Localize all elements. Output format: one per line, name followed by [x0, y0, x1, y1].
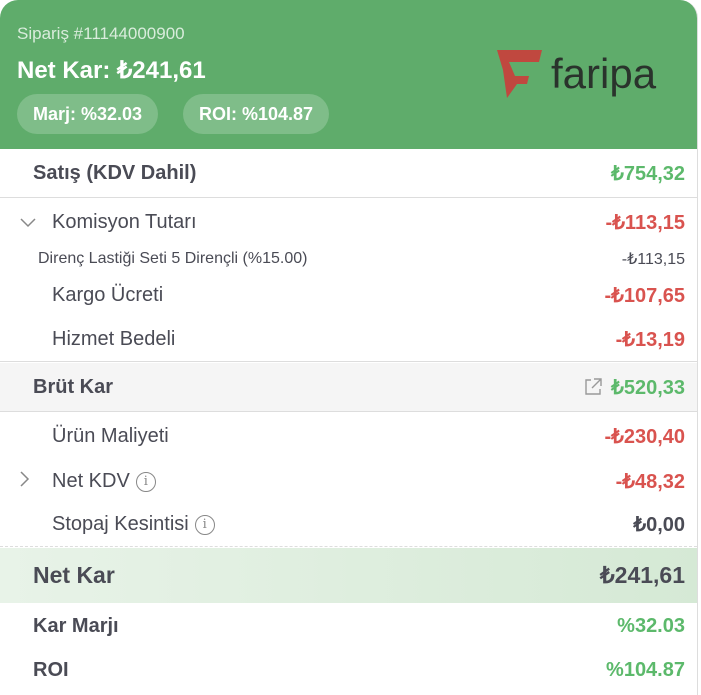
withholding-label: Stopaj Kesintisi [52, 513, 189, 535]
chevron-right-icon[interactable] [20, 471, 30, 492]
net-value: ₺241,61 [600, 562, 685, 588]
roi-pill: ROI: %104.87 [183, 94, 330, 134]
chevron-down-icon[interactable] [20, 212, 36, 233]
shipping-value: -₺107,65 [604, 284, 685, 307]
margin-pill: Marj: %32.03 [17, 94, 159, 134]
roi-row: ROI %104.87 [0, 650, 697, 690]
margin-row: Kar Marjı %32.03 [0, 603, 697, 650]
commission-item-label: Direnç Lastiği Seti 5 Dirençli (%15.00) [38, 249, 308, 267]
net-label: Net Kar [33, 562, 115, 588]
order-number: Sipariş #11144000900 [17, 24, 185, 43]
shipping-row: Kargo Ücreti -₺107,65 [0, 272, 697, 318]
vat-row[interactable]: Net KDV i -₺48,32 [0, 460, 697, 503]
service-row: Hizmet Bedeli -₺13,19 [0, 318, 697, 362]
cost-row: Ürün Maliyeti -₺230,40 [0, 413, 697, 460]
header-net-profit: Net Kar: ₺241,61 [17, 57, 206, 84]
card-header: Sipariş #11144000900 Net Kar: ₺241,61 Ma… [0, 0, 697, 149]
commission-row[interactable]: Komisyon Tutarı -₺113,15 [0, 199, 697, 245]
external-link-icon[interactable] [583, 377, 603, 397]
service-label: Hizmet Bedeli [52, 328, 176, 350]
sales-value: ₺754,32 [611, 162, 685, 185]
commission-item-row: Direnç Lastiği Seti 5 Dirençli (%15.00) … [0, 245, 697, 272]
roi-value: %104.87 [606, 658, 685, 681]
info-icon[interactable]: i [135, 471, 156, 492]
service-value: -₺13,19 [615, 329, 685, 351]
svg-text:faripa: faripa [551, 50, 657, 97]
vat-value: -₺48,32 [615, 471, 685, 493]
faripa-logo: faripa [497, 50, 657, 98]
gross-row: Brüt Kar ₺520,33 [0, 363, 697, 412]
gross-value: ₺520,33 [611, 376, 685, 399]
sales-label: Satış (KDV Dahil) [33, 161, 197, 184]
withholding-row: Stopaj Kesintisi i ₺0,00 [0, 503, 697, 547]
margin-label: Kar Marjı [33, 615, 119, 637]
sales-row: Satış (KDV Dahil) ₺754,32 [0, 149, 697, 198]
cost-value: -₺230,40 [604, 426, 685, 448]
withholding-value: ₺0,00 [633, 514, 685, 536]
commission-item-value: -₺113,15 [621, 250, 685, 268]
commission-value: -₺113,15 [605, 211, 685, 234]
commission-label: Komisyon Tutarı [52, 210, 197, 233]
shipping-label: Kargo Ücreti [52, 283, 164, 306]
net-row: Net Kar ₺241,61 [0, 548, 697, 603]
cost-label: Ürün Maliyeti [52, 425, 169, 447]
margin-value: %32.03 [617, 615, 685, 637]
info-icon[interactable]: i [194, 514, 215, 535]
gross-label: Brüt Kar [33, 375, 114, 398]
roi-label: ROI [33, 658, 69, 681]
vat-label: Net KDV [52, 470, 130, 492]
